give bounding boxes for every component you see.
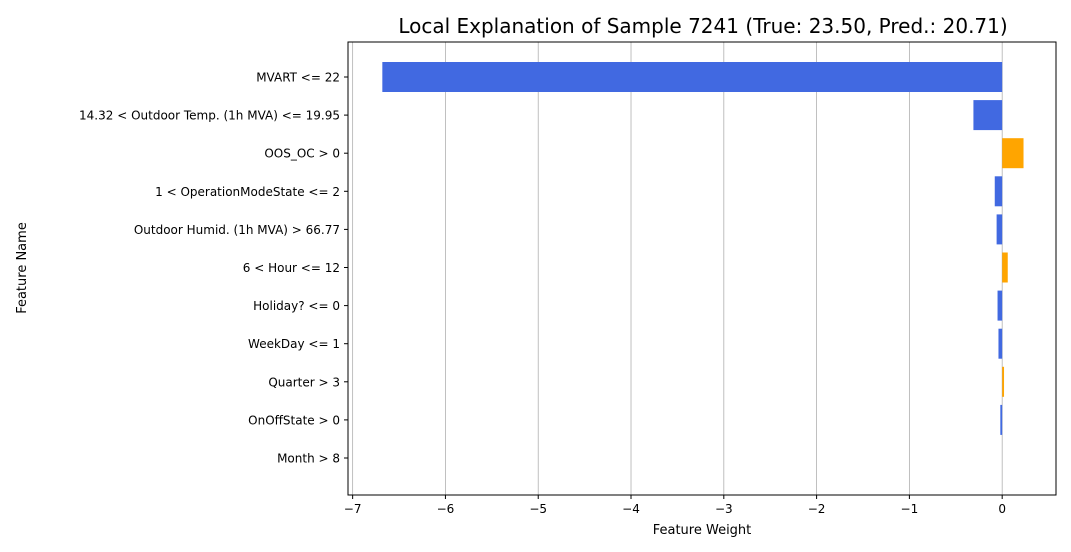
y-tick-label: Month > 8 bbox=[277, 452, 340, 466]
bar bbox=[996, 214, 1003, 245]
y-tick-label: 1 < OperationModeState <= 2 bbox=[155, 185, 340, 199]
bar bbox=[973, 100, 1003, 131]
y-tick-label: Quarter > 3 bbox=[268, 375, 340, 389]
bar bbox=[382, 62, 1003, 92]
x-tick-label: −2 bbox=[808, 502, 826, 516]
bar bbox=[1002, 138, 1024, 169]
bar bbox=[998, 328, 1003, 359]
y-tick-label: WeekDay <= 1 bbox=[248, 337, 340, 351]
bar bbox=[994, 176, 1003, 207]
x-tick-label: −3 bbox=[715, 502, 733, 516]
y-tick-label: 6 < Hour <= 12 bbox=[243, 261, 340, 275]
y-axis-ticks: MVART <= 22 14.32 < Outdoor Temp. (1h MVA… bbox=[79, 71, 348, 466]
bar bbox=[1002, 252, 1008, 283]
plot-frame bbox=[347, 41, 1057, 496]
bar bbox=[1000, 404, 1003, 435]
x-axis-ticks: −7 −6 −5 −4 −3 −2 −1 0 bbox=[344, 495, 1006, 516]
chart-title: Local Explanation of Sample 7241 (True: … bbox=[398, 14, 1007, 38]
x-tick-label: 0 bbox=[998, 502, 1006, 516]
x-tick-label: −4 bbox=[622, 502, 640, 516]
y-tick-label: Holiday? <= 0 bbox=[253, 299, 340, 313]
y-tick-label: Outdoor Humid. (1h MVA) > 66.77 bbox=[134, 223, 340, 237]
x-tick-label: −1 bbox=[901, 502, 919, 516]
y-tick-label: OnOffState > 0 bbox=[248, 413, 340, 427]
bars bbox=[382, 62, 1024, 435]
x-axis-label: Feature Weight bbox=[653, 523, 752, 538]
gridlines bbox=[352, 42, 1003, 495]
bar bbox=[1002, 366, 1005, 397]
y-tick-label: 14.32 < Outdoor Temp. (1h MVA) <= 19.95 bbox=[79, 109, 340, 123]
y-tick-label: OOS_OC > 0 bbox=[264, 147, 340, 161]
x-tick-label: −5 bbox=[529, 502, 547, 516]
y-axis-label: Feature Name bbox=[15, 222, 30, 314]
bar bbox=[997, 290, 1003, 321]
x-tick-label: −7 bbox=[344, 502, 362, 516]
y-tick-label: MVART <= 22 bbox=[256, 71, 340, 85]
x-tick-label: −6 bbox=[437, 502, 455, 516]
